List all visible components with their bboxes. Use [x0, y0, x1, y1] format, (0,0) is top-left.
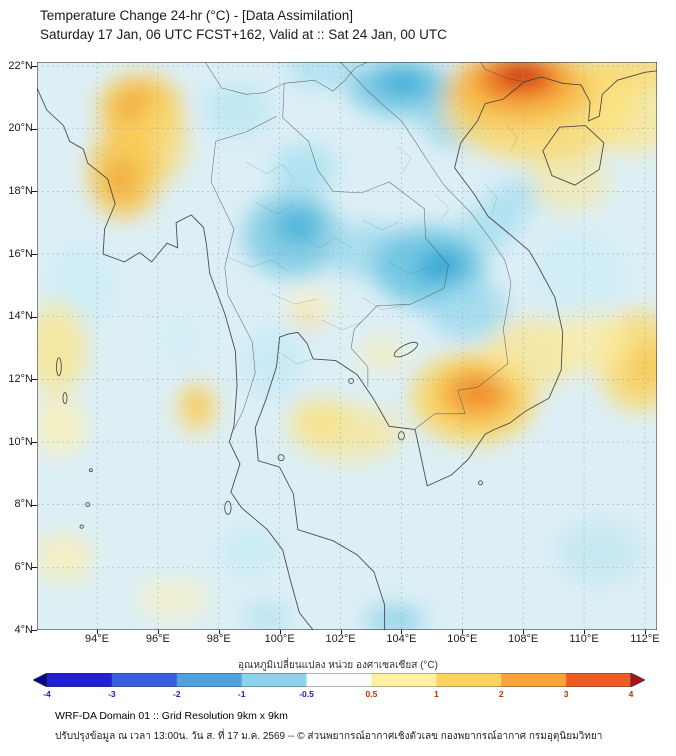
mainland-coastline — [37, 70, 657, 630]
x-tick-mark — [279, 630, 281, 634]
colorbar-tick-label: 3 — [563, 689, 569, 699]
laos-china-border — [284, 62, 369, 92]
y-tick-mark — [32, 66, 37, 68]
laos-vietnam-border — [340, 62, 512, 296]
colorbar-tick-label: 1 — [433, 689, 439, 699]
y-axis-label: 18°N — [8, 184, 33, 197]
y-axis-label: 6°N — [14, 560, 33, 573]
x-axis-label: 96°E — [145, 633, 170, 645]
colorbar: -4 -3 -2 -1 -0.5 0.5 1 2 3 4 — [33, 673, 645, 705]
y-axis-label: 22°N — [8, 59, 33, 72]
y-tick-mark — [32, 379, 37, 381]
y-tick-mark — [32, 254, 37, 256]
colorbar-tick-label: -0.5 — [299, 689, 314, 699]
y-tick-mark — [32, 442, 37, 444]
thailand-myanmar-border — [210, 115, 277, 430]
y-tick-mark — [32, 128, 37, 130]
x-tick-mark — [97, 630, 98, 634]
x-tick-mark — [584, 630, 586, 634]
thailand-cambodia-border — [350, 288, 445, 388]
y-axis-label: 16°N — [8, 247, 33, 260]
y-tick-mark — [32, 316, 37, 318]
x-axis-label: 104°E — [386, 633, 417, 645]
vietnam-china-border — [480, 62, 525, 82]
province-border-layer — [226, 123, 518, 365]
country-border-layer — [204, 62, 525, 430]
colorbar-tick-label: -4 — [43, 689, 51, 699]
temperature-field-layer — [37, 62, 657, 630]
y-axis-label: 14°N — [8, 310, 33, 323]
koh-chang-island — [348, 378, 354, 384]
y-axis-label: 10°N — [8, 435, 33, 448]
footer-model-info: WRF-DA Domain 01 :: Grid Resolution 9km … — [55, 710, 288, 722]
small-island — [79, 524, 84, 529]
x-tick-mark — [157, 630, 159, 634]
x-axis-label: 98°E — [206, 633, 231, 645]
x-axis-label: 110°E — [569, 633, 599, 645]
y-axis-label: 8°N — [14, 498, 33, 511]
graticule-layer — [37, 62, 657, 630]
cambodia-vietnam-border — [414, 295, 510, 430]
andaman-islands — [56, 357, 62, 377]
x-tick-mark — [523, 630, 525, 634]
x-tick-mark — [340, 630, 342, 634]
colorbar-tick-label: 4 — [628, 689, 634, 699]
phuket-island — [224, 500, 232, 515]
colorbar-tick-label: -2 — [172, 689, 181, 699]
page-title: Temperature Change 24-hr (°C) - [Data As… — [40, 8, 354, 23]
myanmar-china-border — [204, 62, 285, 118]
x-tick-mark — [218, 630, 220, 634]
footer-update-info: ปรับปรุงข้อมูล ณ เวลา 13:00น. วัน ส. ที่… — [55, 731, 603, 742]
y-axis-label: 20°N — [8, 122, 33, 135]
samui-island — [277, 454, 285, 462]
andaman-islands — [62, 392, 68, 405]
map-plot — [37, 62, 657, 630]
x-axis-label: 94°E — [85, 633, 109, 645]
y-axis-label: 4°N — [14, 623, 33, 636]
thailand-laos-border — [282, 117, 449, 289]
hainan-island — [542, 125, 605, 186]
phu-quoc-island — [397, 431, 405, 441]
colorbar-tick-label: 0.5 — [365, 689, 378, 699]
colorbar-tick-label: -1 — [237, 689, 246, 699]
x-axis-label: 100°E — [264, 633, 295, 645]
small-island — [88, 468, 93, 473]
y-tick-mark — [32, 191, 37, 193]
small-island — [85, 502, 91, 508]
colorbar-gradient — [33, 673, 645, 687]
colorbar-tick-label: 2 — [498, 689, 504, 699]
tonle-sap-lake — [393, 341, 419, 358]
x-axis-label: 102°E — [325, 633, 356, 645]
colorbar-tick-label: -3 — [108, 689, 116, 699]
x-axis-label: 108°E — [508, 633, 539, 645]
page-subtitle: Saturday 17 Jan, 06 UTC FCST+162, Valid … — [40, 27, 447, 42]
colorbar-label: อุณหภูมิเปลี่ยนแปลง หน่วย องศาเซลเซียส (… — [238, 660, 438, 671]
x-tick-mark — [462, 630, 464, 634]
y-axis-label: 12°N — [8, 372, 33, 385]
x-tick-mark — [401, 630, 403, 634]
y-tick-mark — [32, 630, 37, 632]
x-tick-mark — [644, 630, 646, 634]
x-axis-label: 112°E — [630, 633, 660, 645]
coastline-layer — [37, 70, 657, 630]
x-axis-label: 106°E — [447, 633, 478, 645]
y-tick-mark — [32, 567, 37, 569]
y-tick-mark — [32, 504, 37, 506]
con-dao-island — [478, 480, 483, 486]
